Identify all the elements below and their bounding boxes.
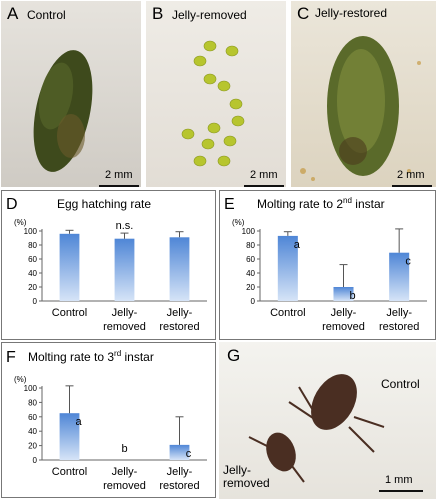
- x-category-label: removed: [103, 321, 146, 333]
- photo-title-a: Control: [27, 8, 66, 22]
- x-category-label: restored: [159, 321, 199, 333]
- x-category-label: Control: [52, 466, 87, 478]
- x-category-label: Jelly-: [167, 466, 193, 478]
- y-axis-unit-label: (%): [14, 375, 27, 384]
- y-tick-label: 40: [246, 269, 255, 278]
- panel-letter-g: G: [227, 346, 241, 365]
- significance-label: b: [121, 443, 127, 455]
- y-tick-label: 20: [246, 283, 255, 292]
- y-tick-label: 60: [246, 255, 255, 264]
- panel-letter: E: [224, 196, 235, 213]
- y-axis-unit-label: (%): [232, 218, 245, 227]
- bar: [169, 237, 190, 301]
- bar: [169, 444, 190, 460]
- y-tick-label: 0: [33, 456, 38, 465]
- chart-panel-f: F Molting rate to 3rd instar (%) 0 20 40 60 80 1…: [1, 342, 216, 498]
- y-tick-label: 20: [28, 283, 37, 292]
- y-axis-unit-label: (%): [14, 218, 27, 227]
- photo-panel-b: B Jelly-removed 2 mm: [146, 1, 286, 187]
- chart-e-svg: E Molting rate to 2nd instar (%) 0 20 40 60 80 1…: [224, 196, 427, 333]
- chart-title: Molting rate to 2nd instar: [257, 196, 385, 211]
- egg-mass-restored-image: [300, 36, 421, 181]
- x-category-label: Jelly-: [386, 307, 412, 319]
- significance-label: n.s.: [116, 220, 134, 232]
- chart-panel-d: D Egg hatching rate (%) 0 20 40 60 80 100 Control…: [1, 190, 216, 340]
- bar: [59, 413, 80, 460]
- photo-title-g-control: Control: [381, 377, 420, 391]
- egg-mass-control-image: [33, 50, 93, 172]
- bar: [59, 233, 80, 301]
- y-tick-label: 80: [28, 398, 37, 407]
- scale-label-c: 2 mm: [397, 169, 425, 181]
- y-tick-label: 100: [242, 227, 256, 236]
- x-category-label: Jelly-: [331, 307, 357, 319]
- chart-title: Molting rate to 3rd instar: [28, 349, 154, 364]
- photo-panel-g: G Control Jelly- removed 1 mm: [219, 342, 436, 499]
- bar: [114, 238, 135, 301]
- x-category-label: Control: [52, 307, 87, 319]
- x-category-label: removed: [103, 480, 146, 492]
- photo-title-b: Jelly-removed: [172, 8, 247, 22]
- significance-label: a: [294, 239, 301, 251]
- x-category-label: restored: [159, 480, 199, 492]
- y-tick-label: 40: [28, 269, 37, 278]
- panel-letter: D: [6, 196, 18, 213]
- photo-panel-c: C Jelly-restored 2 mm: [291, 1, 436, 187]
- chart-title: Egg hatching rate: [57, 197, 151, 211]
- chart-d-svg: D Egg hatching rate (%) 0 20 40 60 80 100 Control…: [6, 196, 207, 333]
- y-tick-label: 100: [24, 227, 38, 236]
- x-category-label: Jelly-: [112, 466, 138, 478]
- bar: [333, 287, 354, 301]
- significance-label: b: [349, 290, 355, 302]
- panel-letter-c: C: [297, 4, 310, 23]
- scale-bar-a: [99, 185, 139, 187]
- scale-bar-g: [379, 490, 423, 492]
- y-tick-label: 0: [251, 297, 256, 306]
- y-tick-label: 20: [28, 442, 37, 451]
- x-category-label: removed: [322, 321, 365, 333]
- x-category-label: Jelly-: [112, 307, 138, 319]
- y-tick-label: 100: [24, 384, 38, 393]
- chart-panel-e: E Molting rate to 2nd instar (%) 0 20 40 60 80 1…: [219, 190, 436, 340]
- photo-title-g-removed: Jelly- removed: [223, 463, 270, 490]
- scale-label-b: 2 mm: [250, 169, 278, 181]
- x-category-label: Jelly-: [167, 307, 193, 319]
- x-category-label: Control: [270, 307, 305, 319]
- chart-f-svg: F Molting rate to 3rd instar (%) 0 20 40 60 80 1…: [6, 349, 207, 492]
- significance-label: a: [75, 416, 82, 428]
- scale-bar-c: [392, 185, 432, 187]
- scale-label-g: 1 mm: [385, 474, 413, 486]
- significance-label: c: [186, 448, 192, 460]
- y-tick-label: 0: [33, 297, 38, 306]
- y-tick-label: 40: [28, 427, 37, 436]
- eggs-jelly-removed-image: [181, 40, 245, 167]
- bar: [389, 252, 410, 301]
- x-category-label: restored: [379, 321, 419, 333]
- y-tick-label: 60: [28, 255, 37, 264]
- scale-label-a: 2 mm: [105, 169, 133, 181]
- y-tick-label: 80: [246, 241, 255, 250]
- scale-bar-b: [244, 185, 284, 187]
- y-tick-label: 80: [28, 241, 37, 250]
- panel-letter-a: A: [7, 4, 19, 23]
- photo-title-c: Jelly-restored: [315, 6, 388, 20]
- y-tick-label: 60: [28, 413, 37, 422]
- panel-letter-b: B: [152, 4, 164, 23]
- significance-label: c: [405, 256, 411, 268]
- panel-letter: F: [6, 349, 16, 366]
- photo-panel-a: A Control 2 mm: [1, 1, 141, 187]
- bar: [277, 235, 298, 301]
- larvae-image: [248, 374, 385, 483]
